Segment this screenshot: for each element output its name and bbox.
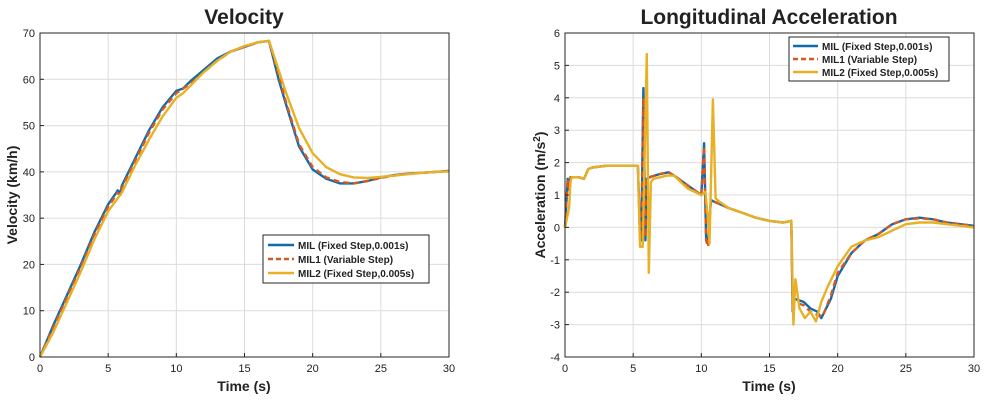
velocity-chart: Velocity 0 5 10 15 20 25 30 0 10 20 30 40 50 60 70 Tim… — [4, 6, 455, 394]
y-tick-label: 70 — [23, 28, 35, 40]
legend-box — [788, 36, 950, 82]
y-tick-label: 0 — [29, 352, 35, 364]
legend-label-mil: MIL (Fixed Step,0.001s) — [298, 241, 408, 252]
tick-labels: 0 5 10 15 20 25 30 0 10 20 30 40 50 60 70 — [23, 28, 455, 375]
legend-box — [262, 234, 430, 284]
chart-title: Velocity — [204, 6, 284, 29]
x-tick-label: 0 — [562, 363, 568, 375]
x-tick-label: 25 — [375, 363, 387, 375]
y-tick-label: 1 — [554, 190, 560, 202]
y-axis-label: Acceleration (m/s2) — [532, 132, 548, 259]
y-axis-label-text: Acceleration (m/s — [532, 142, 548, 259]
y-tick-label: 10 — [23, 306, 35, 318]
x-tick-label: 30 — [968, 363, 980, 375]
series-mil2-line — [563, 52, 975, 326]
x-tick-label: 30 — [443, 363, 455, 375]
y-tick-label: -2 — [550, 287, 560, 299]
x-tick-label: 10 — [170, 363, 182, 375]
legend-label-mil: MIL (Fixed Step,0.001s) — [822, 42, 932, 53]
x-tick-label: 10 — [695, 363, 707, 375]
x-axis-label: Time (s) — [217, 378, 270, 394]
acceleration-chart: Longitudinal Acceleration 0 5 10 15 20 25 30-4… — [532, 6, 980, 394]
y-tick-label: 30 — [23, 213, 35, 225]
x-tick-label: 0 — [37, 363, 43, 375]
y-tick-label: 4 — [554, 93, 560, 105]
grid — [40, 33, 449, 357]
y-tick-label: 50 — [23, 121, 35, 133]
y-axis-label-superscript: 2 — [532, 136, 543, 142]
x-axis-label: Time (s) — [742, 378, 795, 394]
legend-label-mil2: MIL2 (Fixed Step,0.005s) — [822, 68, 938, 79]
y-tick-label: -1 — [550, 255, 560, 267]
y-tick-label: 60 — [23, 74, 35, 86]
x-tick-label: 5 — [105, 363, 111, 375]
legend: MIL (Fixed Step,0.001s) MIL1 (Variable S… — [788, 36, 950, 82]
y-tick-label: 2 — [554, 158, 560, 170]
x-tick-label: 15 — [763, 363, 775, 375]
y-tick-label: 20 — [23, 259, 35, 271]
y-tick-label: 5 — [554, 60, 560, 72]
x-tick-label: 20 — [307, 363, 319, 375]
legend-label-mil1: MIL1 (Variable Step) — [298, 255, 393, 266]
y-tick-label: -4 — [550, 352, 560, 364]
y-tick-label: -3 — [550, 320, 560, 332]
x-tick-label: 5 — [630, 363, 636, 375]
y-tick-label: 6 — [554, 28, 560, 40]
y-axis-label-suffix: ) — [532, 132, 548, 137]
x-tick-label: 25 — [900, 363, 912, 375]
y-tick-label: 3 — [554, 125, 560, 137]
series-group — [563, 52, 975, 326]
y-axis-label: Velocity (km/h) — [4, 146, 20, 245]
chart-title: Longitudinal Acceleration — [640, 6, 897, 29]
legend: MIL (Fixed Step,0.001s) MIL1 (Variable S… — [262, 234, 430, 284]
legend-label-mil1: MIL1 (Variable Step) — [822, 55, 917, 66]
tick-labels: 0 5 10 15 20 25 30 -4 -3 -2 -1 0 1 2 3 4 5 6 — [550, 28, 980, 375]
x-tick-label: 15 — [238, 363, 250, 375]
grid — [565, 33, 974, 357]
legend-label-mil2: MIL2 (Fixed Step,0.005s) — [298, 269, 414, 280]
y-tick-label: 40 — [23, 167, 35, 179]
series-group — [38, 39, 450, 358]
series-mil2-line — [38, 39, 450, 358]
y-tick-label: 0 — [554, 222, 560, 234]
x-tick-label: 20 — [832, 363, 844, 375]
